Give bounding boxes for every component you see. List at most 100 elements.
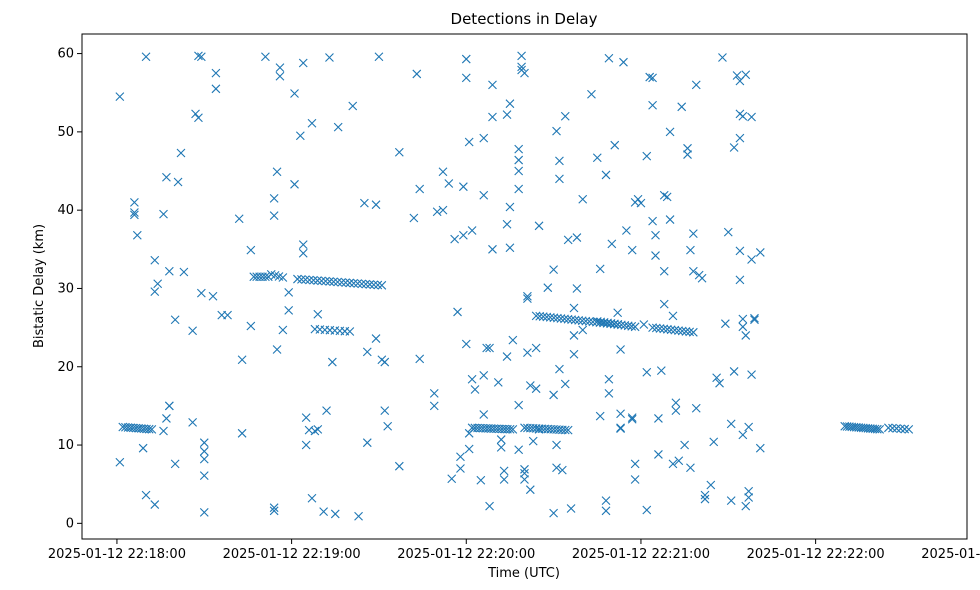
data-point — [485, 501, 494, 511]
data-point — [272, 167, 282, 177]
data-point — [476, 475, 486, 485]
data-point — [269, 194, 279, 203]
data-point — [514, 400, 524, 410]
data-point — [607, 239, 617, 249]
data-point — [683, 150, 692, 159]
data-point — [488, 112, 497, 122]
data-point — [305, 275, 314, 285]
data-point — [482, 343, 492, 353]
data-point — [502, 110, 512, 120]
data-point — [755, 443, 765, 453]
data-point — [141, 52, 151, 62]
data-point — [505, 424, 515, 434]
y-tick-label: 0 — [66, 516, 74, 531]
data-point — [659, 266, 669, 276]
data-point — [668, 311, 678, 321]
data-point — [499, 475, 509, 484]
data-point — [738, 322, 748, 332]
data-point — [307, 493, 317, 503]
data-point — [453, 307, 462, 317]
data-point — [567, 315, 576, 324]
data-point — [456, 452, 465, 462]
data-point — [651, 323, 661, 333]
data-point — [627, 413, 637, 423]
data-point — [341, 278, 351, 288]
data-point — [630, 475, 640, 484]
data-point — [892, 424, 901, 433]
data-point — [665, 127, 675, 137]
data-point — [735, 133, 745, 143]
data-point — [750, 313, 759, 323]
data-point — [520, 68, 529, 78]
data-point — [307, 118, 317, 128]
data-point — [485, 343, 494, 353]
data-point — [278, 325, 288, 335]
data-point — [493, 378, 503, 387]
data-point — [179, 267, 189, 277]
data-point — [464, 137, 474, 147]
data-point — [309, 275, 318, 285]
data-point — [321, 276, 330, 286]
data-point — [888, 423, 897, 433]
data-point — [415, 354, 425, 364]
data-point — [298, 240, 308, 250]
data-point — [555, 364, 564, 374]
data-point — [429, 401, 439, 411]
data-point — [345, 278, 355, 288]
data-point — [627, 245, 637, 255]
data-point — [604, 53, 614, 63]
data-point — [369, 280, 379, 290]
data-point — [645, 72, 655, 82]
data-point — [508, 424, 518, 434]
data-point — [663, 324, 672, 334]
data-point — [517, 62, 526, 72]
data-point — [464, 444, 474, 454]
data-point — [523, 348, 532, 358]
y-tick-label: 20 — [57, 360, 74, 375]
data-point — [479, 410, 489, 419]
data-point — [196, 52, 206, 62]
data-point — [688, 229, 698, 239]
data-point — [569, 349, 579, 359]
data-point — [654, 414, 663, 423]
data-point — [479, 133, 489, 143]
data-point — [362, 438, 372, 448]
data-point — [520, 464, 529, 474]
data-point — [563, 235, 573, 245]
data-point — [875, 424, 885, 434]
data-point — [709, 437, 719, 447]
data-point — [648, 73, 657, 83]
data-point — [666, 325, 676, 335]
data-point — [467, 226, 477, 235]
data-point — [188, 417, 198, 427]
data-point — [470, 385, 480, 394]
data-points — [115, 51, 914, 521]
data-point — [560, 379, 570, 389]
data-point — [450, 234, 460, 244]
data-point — [354, 511, 363, 521]
data-point — [246, 245, 256, 255]
data-point — [467, 374, 477, 384]
data-point — [488, 80, 497, 90]
data-point — [132, 230, 142, 240]
data-point — [159, 209, 168, 219]
data-point — [290, 179, 299, 189]
data-point — [313, 309, 323, 319]
data-point — [549, 265, 559, 275]
data-point — [744, 486, 754, 496]
data-point — [683, 143, 692, 153]
data-point — [674, 456, 684, 466]
data-point — [394, 147, 404, 157]
axis-ticks: 0 10 20 30 40 50 60 2025-01-12 22:18:00 2025-01-… — [48, 47, 980, 562]
data-point — [566, 504, 576, 513]
data-point — [549, 313, 559, 323]
data-point — [557, 465, 567, 475]
data-point — [627, 414, 637, 424]
data-point — [523, 294, 532, 304]
data-point — [211, 84, 221, 94]
data-point — [353, 279, 363, 288]
data-point — [394, 461, 404, 471]
data-point — [275, 63, 285, 73]
data-point — [659, 299, 669, 309]
